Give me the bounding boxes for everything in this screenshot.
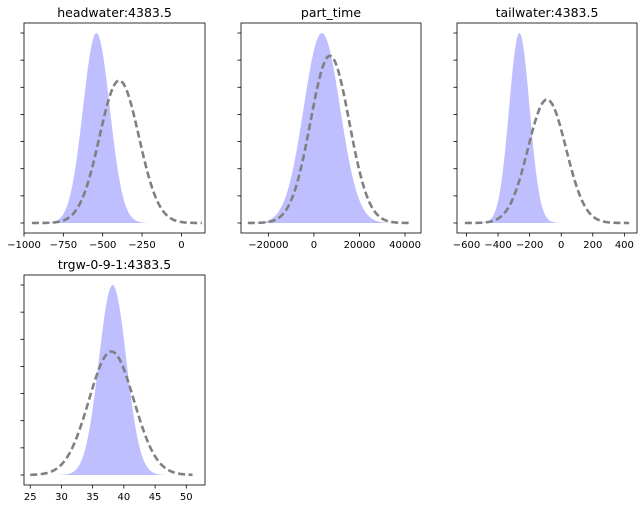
prior-area-3 [464, 33, 574, 223]
x-tick-label-3-4: 200 [583, 240, 602, 251]
prior-area-4 [30, 285, 193, 475]
x-tick-label-3-0: −600 [453, 240, 480, 251]
x-tick-label-4-2: 35 [86, 492, 99, 503]
x-tick-label-1-1: −750 [50, 240, 77, 251]
x-tick-label-3-3: 0 [558, 240, 564, 251]
x-tick-label-4-3: 40 [117, 492, 130, 503]
panel-4: 25 30 35 40 45 50 trgw-0-9-1:4383.5 [20, 257, 206, 503]
x-tick-label-1-3: −250 [128, 240, 155, 251]
posterior-line-3 [464, 98, 630, 225]
panel-2: −20000 0 20000 40000 part_time [237, 5, 422, 251]
x-tick-label-2-2: 20000 [344, 240, 376, 251]
x-tick-label-1-2: −500 [89, 240, 116, 251]
x-tick-label-4-1: 30 [55, 492, 68, 503]
x-tick-label-4-5: 50 [180, 492, 193, 503]
panel-3: −600 −400 −200 0 200 400 tailwater:4383.5 [453, 5, 638, 251]
axes-frame-2 [240, 22, 422, 234]
x-tick-label-2-0: −20000 [248, 240, 288, 251]
x-tick-label-4-0: 25 [24, 492, 37, 503]
x-tick-label-1-0: −1000 [7, 240, 41, 251]
x-tick-label-4-4: 45 [149, 492, 162, 503]
axes-frame-3 [456, 22, 638, 234]
x-tick-label-3-5: 400 [615, 240, 634, 251]
panel-title-3: tailwater:4383.5 [496, 5, 599, 20]
x-tick-label-1-4: 0 [178, 240, 184, 251]
x-tick-label-3-2: −200 [516, 240, 543, 251]
panel-title-4: trgw-0-9-1:4383.5 [58, 257, 171, 272]
axes-frame-1 [23, 22, 206, 234]
prior-area-1 [31, 33, 161, 223]
x-tick-label-2-1: 0 [311, 240, 317, 251]
posterior-line-1 [31, 79, 202, 225]
panel-1: −1000 −750 −500 −250 0 headwater:4383.5 [7, 5, 206, 251]
panel-title-1: headwater:4383.5 [57, 5, 172, 20]
x-tick-label-2-3: 40000 [389, 240, 421, 251]
x-tick-label-3-1: −400 [484, 240, 511, 251]
axes-frame-4 [23, 274, 206, 486]
prior-area-2 [252, 33, 392, 223]
posterior-line-2 [247, 54, 412, 225]
panel-title-2: part_time [301, 5, 361, 20]
posterior-line-4 [30, 350, 193, 477]
